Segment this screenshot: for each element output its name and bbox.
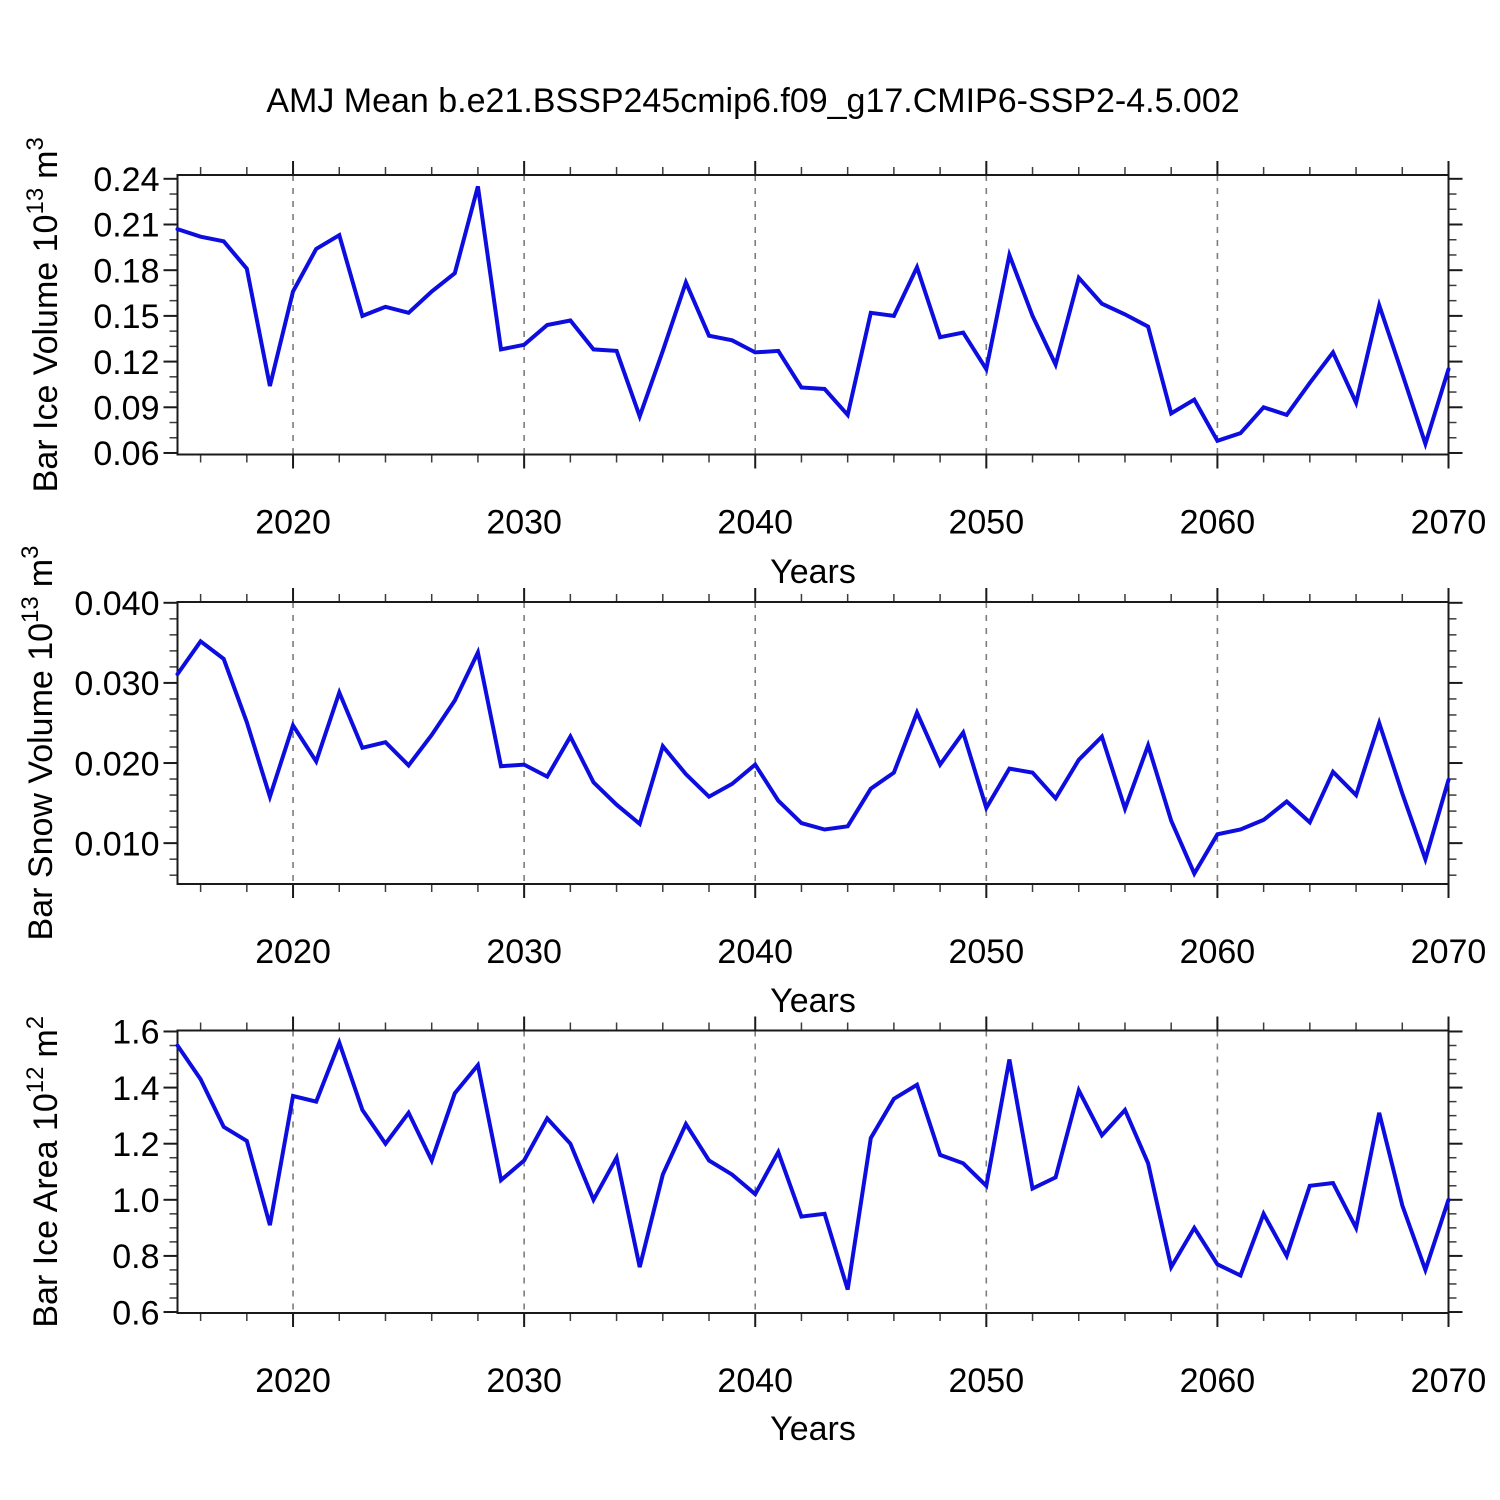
x-tick-label: 2020 (255, 1362, 331, 1400)
data-line-bar-ice-volume (175, 185, 1451, 451)
x-tick-label: 2070 (1411, 933, 1487, 971)
chart-title: AMJ Mean b.e21.BSSP245cmip6.f09_g17.CMIP… (266, 82, 1239, 120)
x-tick-label: 2070 (1411, 504, 1487, 542)
x-tick-label: 2050 (948, 933, 1024, 971)
y-tick-label: 0.06 (93, 435, 159, 473)
panel-bar-ice-area: 2020 2030 2040 2050 2060 2070 0.6 0.8 1.0 1.2 1.4 1… (112, 1014, 1486, 1400)
y-tick-label: 0.12 (93, 344, 159, 382)
panel-bar-snow-volume: 2020 2030 2040 2050 2060 2070 0.010 0.020 0.030 0… (74, 585, 1486, 971)
y-tick-label: 0.18 (93, 252, 159, 290)
plot-frame (176, 174, 1450, 456)
plot-frame (176, 601, 1450, 885)
y-tick-label: 1.0 (112, 1182, 159, 1220)
y-axis-label-ice-volume: Bar Ice Volume 1013m3 (22, 137, 65, 492)
y-tick-label: 0.040 (74, 585, 159, 623)
x-tick-label: 2030 (486, 504, 562, 542)
y-tick-label: 0.020 (74, 745, 159, 783)
y-tick-label: 0.21 (93, 207, 159, 245)
y-axis-label-snow-volume: Bar Snow Volume 1013m3 (17, 546, 60, 941)
y-axis-label-ice-area: Bar Ice Area 1012m2 (22, 1016, 65, 1328)
y-tick-label: 0.15 (93, 298, 159, 336)
x-axis-label-years-3: Years (770, 1410, 856, 1448)
y-tick-label: 0.030 (74, 665, 159, 703)
x-tick-label: 2050 (948, 1362, 1024, 1400)
plot-frame (176, 1029, 1450, 1314)
panels: 2020 2030 2040 2050 2060 2070 0.06 0.09 0.12 0.15… (74, 161, 1486, 1400)
x-tick-label: 2050 (948, 504, 1024, 542)
y-tick-label: 0.010 (74, 825, 159, 863)
x-axis-label-years-2: Years (770, 982, 856, 1020)
data-line-bar-snow-volume (175, 638, 1451, 878)
x-tick-label: 2020 (255, 504, 331, 542)
x-axis-label-years-1: Years (770, 553, 856, 591)
panel-bar-ice-volume-labels: Bar Ice Volume 1013m3 Years (22, 137, 856, 591)
y-tick-label: 0.09 (93, 390, 159, 428)
x-tick-label: 2040 (717, 933, 793, 971)
x-tick-label: 2060 (1180, 933, 1256, 971)
y-tick-label: 0.6 (112, 1294, 159, 1332)
data-line-bar-ice-area (175, 1036, 1451, 1291)
x-tick-label: 2030 (486, 1362, 562, 1400)
x-tick-label: 2040 (717, 504, 793, 542)
y-tick-label: 1.2 (112, 1126, 159, 1164)
x-tick-label: 2040 (717, 1362, 793, 1400)
y-tick-label: 0.8 (112, 1238, 159, 1276)
x-tick-label: 2020 (255, 933, 331, 971)
x-tick-label: 2060 (1180, 504, 1256, 542)
y-tick-label: 0.24 (93, 161, 159, 199)
panel-bar-ice-volume: 2020 2030 2040 2050 2060 2070 0.06 0.09 0.12 0.15… (93, 161, 1486, 542)
y-tick-label: 1.6 (112, 1014, 159, 1052)
x-tick-label: 2060 (1180, 1362, 1256, 1400)
x-tick-label: 2030 (486, 933, 562, 971)
panel-bar-snow-volume-labels: Bar Snow Volume 1013m3 Years (17, 546, 856, 1020)
panel-bar-ice-area-labels: Bar Ice Area 1012m2 Years (22, 1016, 856, 1448)
x-tick-label: 2070 (1411, 1362, 1487, 1400)
y-tick-label: 1.4 (112, 1070, 159, 1108)
